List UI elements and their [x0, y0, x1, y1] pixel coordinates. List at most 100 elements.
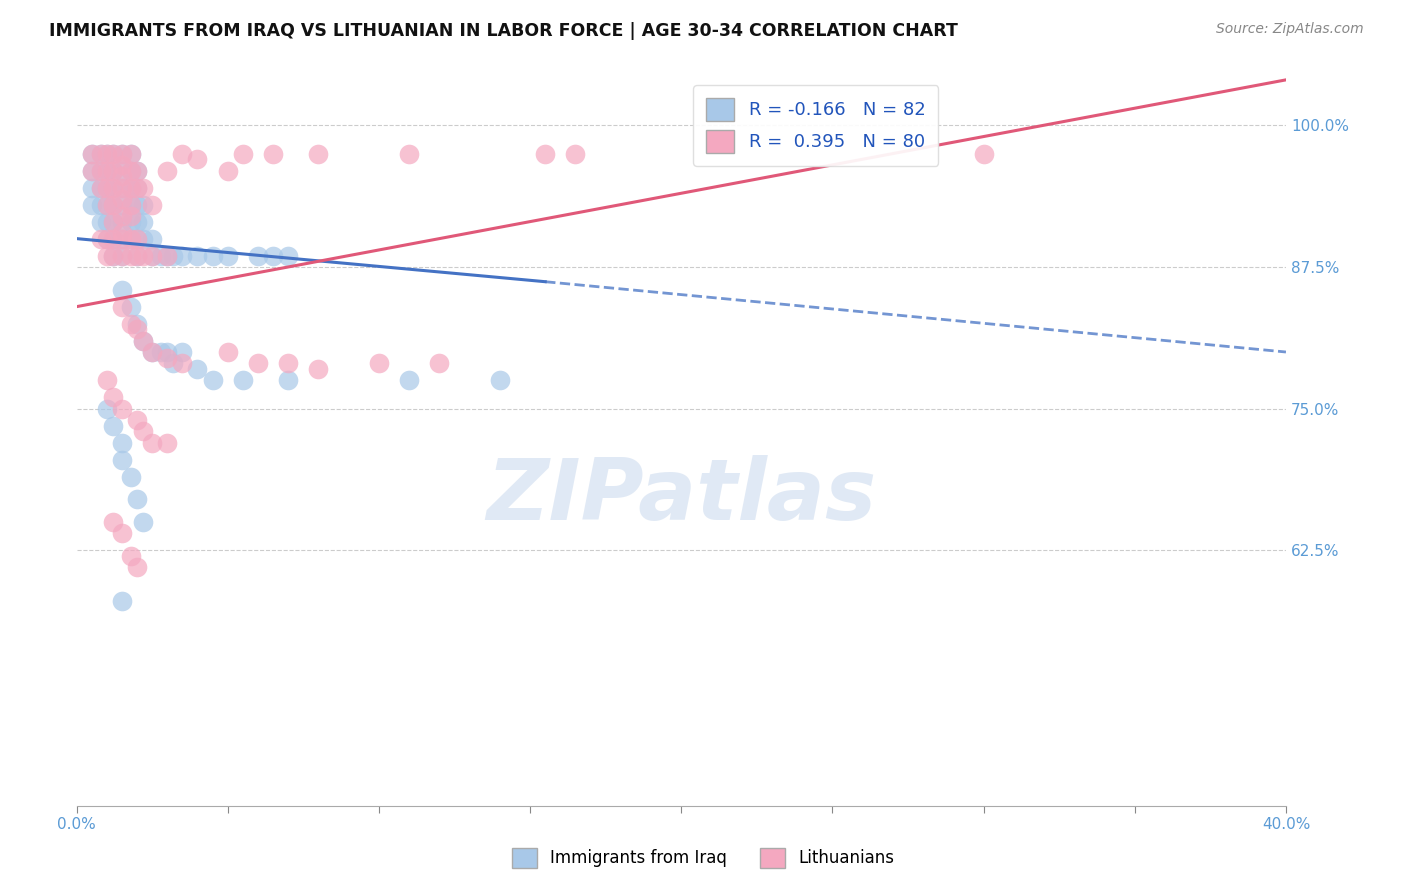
Point [125, 492, 148, 507]
Point [246, 249, 269, 263]
Point [277, 249, 299, 263]
Text: IMMIGRANTS FROM IRAQ VS LITHUANIAN IN LABOR FORCE | AGE 30-34 CORRELATION CHART: IMMIGRANTS FROM IRAQ VS LITHUANIAN IN LA… [49, 22, 957, 40]
Point [156, 249, 179, 263]
Point [172, 249, 194, 263]
Point [101, 197, 124, 211]
Point [150, 345, 173, 359]
Point [96, 214, 118, 228]
Point [156, 163, 179, 178]
Point [111, 197, 134, 211]
Point [156, 249, 179, 263]
Point [141, 232, 163, 246]
Point [101, 418, 124, 433]
Point [125, 317, 148, 331]
Point [120, 163, 142, 178]
Point [111, 249, 134, 263]
Point [90, 146, 112, 161]
Point [96, 146, 118, 161]
Point [111, 452, 134, 467]
Point [120, 317, 142, 331]
Point [141, 249, 163, 263]
Point [186, 362, 208, 376]
Point [120, 163, 142, 178]
Point [217, 163, 239, 178]
Point [101, 214, 124, 228]
Point [111, 283, 134, 297]
Point [186, 153, 208, 167]
Point [101, 232, 124, 246]
Point [90, 214, 112, 228]
Point [125, 232, 148, 246]
Point [120, 146, 142, 161]
Point [101, 146, 124, 161]
Legend: Immigrants from Iraq, Lithuanians: Immigrants from Iraq, Lithuanians [505, 841, 901, 875]
Point [80, 146, 103, 161]
Point [111, 146, 134, 161]
Point [101, 163, 124, 178]
Point [162, 249, 184, 263]
Point [973, 146, 995, 161]
Point [217, 345, 239, 359]
Legend: R = -0.166   N = 82, R =  0.395   N = 80: R = -0.166 N = 82, R = 0.395 N = 80 [693, 85, 938, 166]
Point [101, 390, 124, 404]
Point [111, 180, 134, 194]
Point [150, 249, 173, 263]
Point [90, 180, 112, 194]
Point [262, 249, 284, 263]
Point [141, 435, 163, 450]
Point [141, 345, 163, 359]
Point [96, 232, 118, 246]
Point [96, 249, 118, 263]
Point [232, 146, 254, 161]
Point [111, 401, 134, 416]
Point [246, 356, 269, 370]
Point [162, 356, 184, 370]
Point [96, 197, 118, 211]
Point [132, 249, 155, 263]
Point [111, 435, 134, 450]
Point [111, 232, 134, 246]
Point [132, 214, 155, 228]
Point [111, 300, 134, 314]
Point [125, 560, 148, 574]
Point [90, 180, 112, 194]
Point [201, 373, 224, 387]
Point [111, 146, 134, 161]
Point [132, 425, 155, 439]
Point [120, 232, 142, 246]
Point [96, 232, 118, 246]
Point [277, 356, 299, 370]
Point [132, 334, 155, 348]
Point [125, 249, 148, 263]
Point [125, 214, 148, 228]
Point [111, 163, 134, 178]
Point [132, 232, 155, 246]
Point [101, 163, 124, 178]
Point [125, 180, 148, 194]
Point [101, 180, 124, 194]
Point [125, 197, 148, 211]
Point [125, 180, 148, 194]
Point [90, 197, 112, 211]
Point [307, 146, 329, 161]
Point [111, 158, 134, 172]
Point [120, 300, 142, 314]
Point [80, 146, 103, 161]
Point [120, 197, 142, 211]
Point [141, 197, 163, 211]
Point [132, 515, 155, 529]
Point [101, 249, 124, 263]
Point [80, 180, 103, 194]
Point [101, 180, 124, 194]
Point [90, 232, 112, 246]
Point [111, 192, 134, 206]
Point [156, 435, 179, 450]
Point [90, 146, 112, 161]
Point [101, 515, 124, 529]
Point [96, 197, 118, 211]
Point [111, 526, 134, 541]
Point [141, 345, 163, 359]
Point [120, 209, 142, 223]
Point [111, 209, 134, 223]
Point [96, 163, 118, 178]
